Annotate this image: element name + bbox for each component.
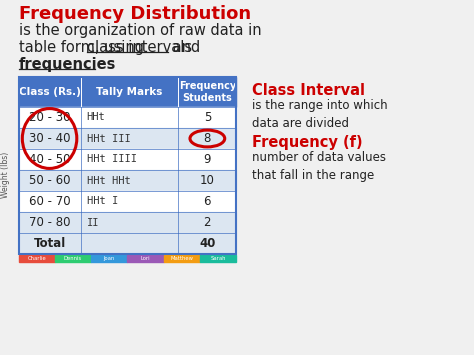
- Text: Lori: Lori: [141, 256, 150, 261]
- Bar: [200, 255, 237, 262]
- Bar: [164, 255, 200, 262]
- Bar: [91, 255, 128, 262]
- Text: Frequency Distribution: Frequency Distribution: [18, 5, 251, 23]
- Text: 10: 10: [200, 174, 215, 187]
- Text: 70 - 80: 70 - 80: [29, 216, 70, 229]
- Text: 5: 5: [204, 111, 211, 124]
- Text: 60 - 70: 60 - 70: [29, 195, 70, 208]
- Text: Frequency
Students: Frequency Students: [179, 81, 236, 103]
- Bar: [18, 77, 237, 107]
- Text: 50 - 60: 50 - 60: [29, 174, 70, 187]
- Bar: [18, 77, 237, 254]
- Text: Frequency (f): Frequency (f): [252, 135, 363, 150]
- Text: and: and: [168, 40, 201, 55]
- Text: 8: 8: [204, 132, 211, 145]
- Text: frequencies: frequencies: [18, 57, 116, 72]
- Bar: [18, 149, 237, 170]
- Bar: [18, 255, 55, 262]
- Text: 40: 40: [199, 237, 216, 250]
- Text: II: II: [87, 218, 99, 228]
- Text: Joan: Joan: [104, 256, 115, 261]
- Text: table form, using: table form, using: [18, 40, 148, 55]
- Text: Total: Total: [34, 237, 66, 250]
- Text: Matthew: Matthew: [171, 256, 193, 261]
- Bar: [55, 255, 91, 262]
- Text: Weight (lbs): Weight (lbs): [1, 152, 10, 198]
- Text: number of data values
that fall in the range: number of data values that fall in the r…: [252, 151, 386, 182]
- Text: 30 - 40: 30 - 40: [29, 132, 70, 145]
- Text: Class Interval: Class Interval: [252, 83, 365, 98]
- Bar: [18, 191, 237, 212]
- Text: 2: 2: [204, 216, 211, 229]
- Bar: [18, 233, 237, 254]
- Text: Sarah: Sarah: [210, 256, 226, 261]
- Text: 9: 9: [204, 153, 211, 166]
- Bar: [128, 255, 164, 262]
- Text: Dennis: Dennis: [64, 256, 82, 261]
- Text: HHt III: HHt III: [87, 133, 130, 143]
- Text: 20 - 30: 20 - 30: [29, 111, 70, 124]
- Text: 6: 6: [204, 195, 211, 208]
- Text: class intervals: class intervals: [87, 40, 191, 55]
- Bar: [18, 212, 237, 233]
- Bar: [18, 170, 237, 191]
- Text: HHt I: HHt I: [87, 197, 118, 207]
- Text: is the organization of raw data in: is the organization of raw data in: [18, 23, 261, 38]
- Text: is the range into which
data are divided: is the range into which data are divided: [252, 99, 388, 130]
- Bar: [18, 128, 237, 149]
- Text: Class (Rs.): Class (Rs.): [18, 87, 81, 97]
- Text: 40 - 50: 40 - 50: [29, 153, 70, 166]
- Text: Tally Marks: Tally Marks: [96, 87, 163, 97]
- Text: HHt IIII: HHt IIII: [87, 154, 137, 164]
- Text: HHt: HHt: [87, 113, 105, 122]
- Text: Charlie: Charlie: [27, 256, 46, 261]
- Bar: [18, 107, 237, 128]
- Text: HHt HHt: HHt HHt: [87, 175, 130, 186]
